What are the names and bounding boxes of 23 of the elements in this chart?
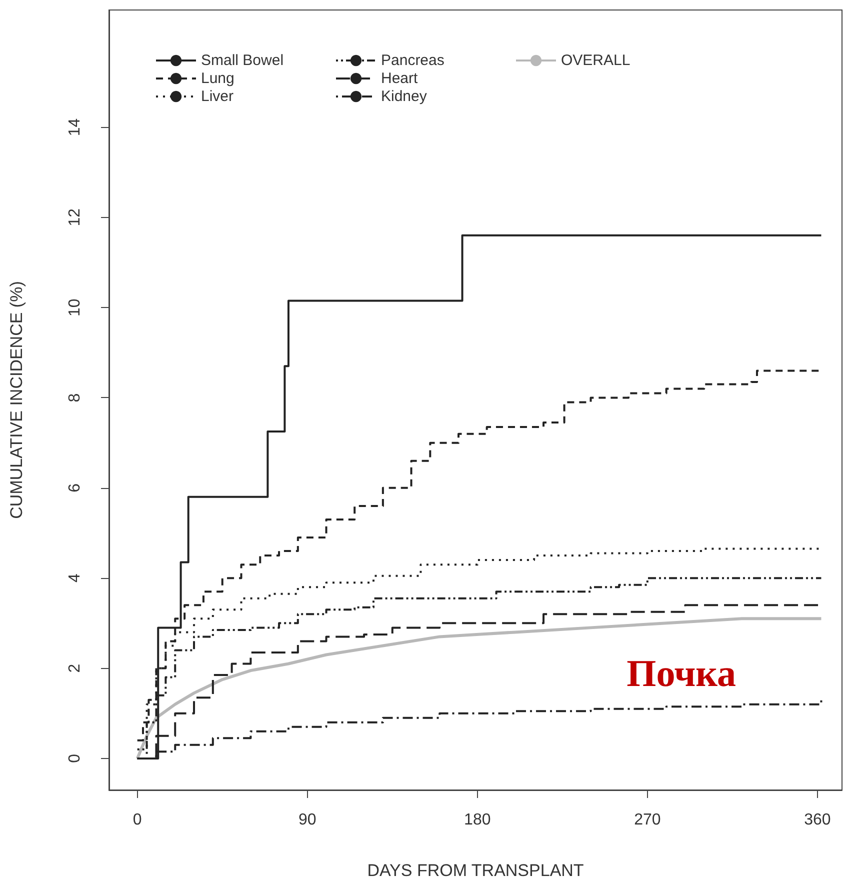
legend-label: Heart <box>381 70 419 87</box>
x-tick-label: 270 <box>634 812 661 828</box>
x-tick-label: 360 <box>804 812 831 828</box>
legend-label: OVERALL <box>561 52 630 69</box>
x-axis-title: DAYS FROM TRANSPLANT <box>367 861 584 880</box>
y-tick-label: 2 <box>66 664 84 673</box>
x-tick-label: 180 <box>464 812 491 828</box>
legend-label: Small Bowel <box>201 52 284 69</box>
y-axis-title: CUMULATIVE INCIDENCE (%) <box>7 281 26 519</box>
y-tick-label: 6 <box>66 483 84 492</box>
annotation: Почка <box>626 653 736 695</box>
x-tick-label: 90 <box>298 812 316 828</box>
x-tick-label: 0 <box>132 812 142 828</box>
y-tick-label: 4 <box>66 574 84 583</box>
legend-label: Lung <box>201 70 234 87</box>
y-tick-label: 0 <box>66 754 84 763</box>
legend-label: Kidney <box>381 88 428 105</box>
y-tick-label: 12 <box>66 208 84 226</box>
y-tick-label: 8 <box>66 393 84 402</box>
y-tick-label: 10 <box>66 298 84 316</box>
y-tick-label: 14 <box>66 118 84 136</box>
legend-label: Pancreas <box>381 52 444 69</box>
legend-label: Liver <box>201 88 234 105</box>
